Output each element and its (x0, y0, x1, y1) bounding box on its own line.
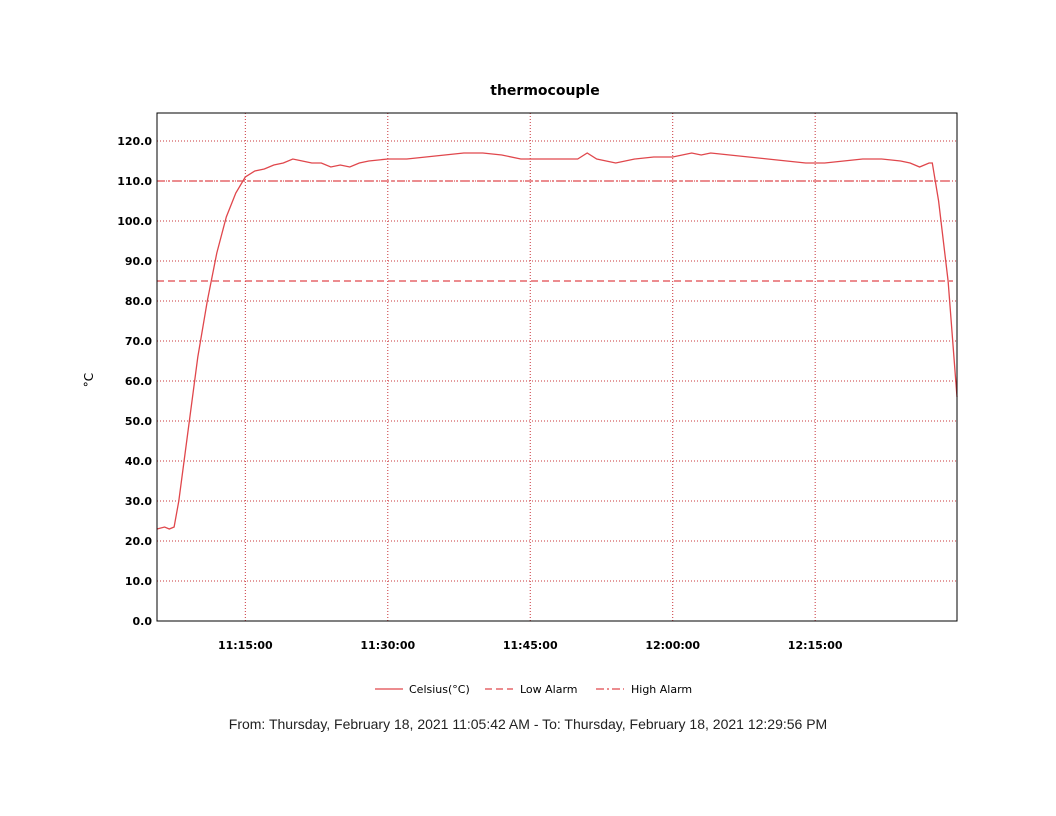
grid (157, 113, 957, 621)
y-axis-label: °C (82, 373, 96, 387)
y-tick-label: 110.0 (117, 175, 152, 188)
y-tick-label: 120.0 (117, 135, 152, 148)
legend-label-low-alarm: Low Alarm (520, 683, 578, 696)
y-tick-label: 60.0 (125, 375, 152, 388)
x-tick-label: 12:00:00 (645, 639, 700, 652)
legend: Celsius(°C) Low Alarm High Alarm (375, 683, 692, 696)
x-tick-label: 11:15:00 (218, 639, 273, 652)
alarm-lines (157, 180, 953, 282)
y-tick-label: 100.0 (117, 215, 152, 228)
plot-frame (156, 112, 958, 622)
y-tick-label: 80.0 (125, 295, 152, 308)
legend-label-celsius: Celsius(°C) (409, 683, 470, 696)
date-range-footer: From: Thursday, February 18, 2021 11:05:… (228, 716, 828, 732)
y-tick-label: 30.0 (125, 495, 152, 508)
y-tick-label: 40.0 (125, 455, 152, 468)
legend-label-high-alarm: High Alarm (631, 683, 692, 696)
chart-title: thermocouple (490, 83, 599, 99)
y-tick-label: 90.0 (125, 255, 152, 268)
y-tick-label: 20.0 (125, 535, 152, 548)
y-tick-label: 50.0 (125, 415, 152, 428)
y-tick-label: 10.0 (125, 575, 152, 588)
x-axis-ticks: 11:15:00 11:30:00 11:45:00 12:00:00 12:15:00 (218, 639, 843, 652)
y-axis-ticks: 0.0 10.0 20.0 30.0 40.0 50.0 60.0 70.0 80.0 90.0 1… (117, 135, 152, 628)
y-tick-label: 0.0 (133, 615, 153, 628)
y-tick-label: 70.0 (125, 335, 152, 348)
x-tick-label: 11:30:00 (360, 639, 415, 652)
x-tick-label: 11:45:00 (503, 639, 558, 652)
series-line-celsius (156, 152, 958, 530)
x-tick-label: 12:15:00 (788, 639, 843, 652)
